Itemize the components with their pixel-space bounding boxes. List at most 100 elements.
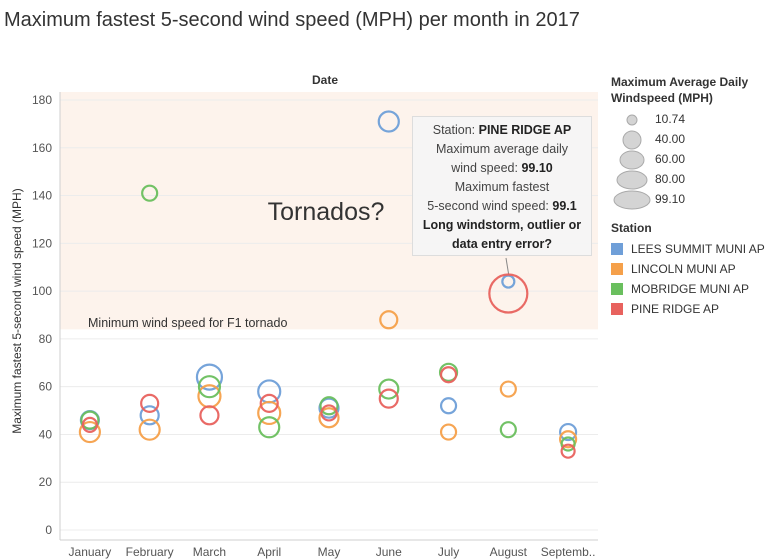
size-legend-swatch: [626, 114, 638, 126]
station-legend-item[interactable]: LEES SUMMIT MUNI AP: [611, 239, 767, 258]
data-point: [439, 423, 458, 441]
data-point: [378, 388, 399, 409]
data-point: [560, 436, 576, 452]
size-legend-swatch: [616, 170, 648, 190]
data-point: [499, 421, 517, 439]
data-point: [559, 422, 578, 442]
data-point: [78, 420, 101, 444]
size-legend-label: 80.00: [655, 172, 686, 186]
data-point: [140, 393, 160, 413]
data-point: [197, 375, 222, 399]
station-legend-label: MOBRIDGE MUNI AP: [631, 281, 750, 296]
chart-title: Maximum fastest 5-second wind speed (MPH…: [4, 9, 580, 31]
y-tick-label: 60: [39, 380, 53, 394]
data-point: [195, 363, 224, 391]
size-legend-swatch: [622, 130, 642, 150]
size-legend-label: 60.00: [655, 152, 686, 166]
y-tick-label: 40: [39, 427, 53, 441]
size-legend-item: 80.00: [611, 170, 767, 190]
size-legend-label: 10.74: [655, 112, 686, 126]
tooltip-note-2: data entry error?: [451, 237, 553, 251]
y-tick-label: 180: [32, 93, 52, 107]
data-point: [378, 378, 400, 400]
x-tick-label: June: [376, 545, 402, 559]
data-point: [379, 310, 399, 330]
station-swatch: [611, 282, 623, 295]
station-legend-label: LINCOLN MUNI AP: [631, 261, 736, 276]
x-tick-label: April: [257, 545, 281, 559]
size-legend-item: 60.00: [611, 150, 767, 170]
y-tick-label: 120: [32, 236, 52, 250]
size-legend-circle: [619, 150, 645, 170]
tooltip-station-value: PINE RIDGE AP: [478, 123, 572, 137]
tooltip-avg-label-2: wind speed:: [451, 161, 518, 175]
station-swatch: [611, 242, 623, 255]
tooltip-avg-value: 99.10: [521, 161, 553, 175]
data-point: [488, 273, 529, 314]
data-point: [80, 410, 100, 430]
x-tick-label: May: [318, 545, 341, 559]
tooltip-max-label-1: Maximum fastest: [454, 180, 550, 194]
data-point: [439, 366, 458, 384]
data-point: [258, 416, 281, 439]
data-point: [560, 443, 576, 459]
tooltip-note-1: Long windstorm, outlier or: [422, 218, 582, 232]
y-tick-label: 0: [45, 523, 52, 537]
data-point: [199, 405, 220, 426]
data-point: [319, 396, 339, 416]
station-swatch: [611, 302, 623, 315]
data-point: [438, 362, 459, 382]
tooltip-annotation: Station: PINE RIDGE AP Maximum average d…: [412, 116, 592, 256]
x-tick-label: January: [69, 545, 112, 559]
tornados-annotation: Tornados?: [268, 198, 385, 226]
data-point: [318, 407, 340, 429]
size-legend-label: 99.10: [655, 192, 686, 206]
y-tick-label: 100: [32, 284, 52, 298]
data-point: [139, 405, 160, 426]
size-legend-swatch: [619, 150, 645, 170]
tooltip-station-label: Station:: [432, 123, 476, 137]
tooltip-max-label-2: 5-second wind speed:: [427, 199, 549, 213]
y-tick-label: 20: [39, 475, 53, 489]
data-point: [257, 400, 282, 426]
data-point: [318, 397, 340, 419]
size-legend-label: 40.00: [655, 132, 686, 146]
size-legend-circle: [613, 190, 651, 210]
y-tick-label: 160: [32, 141, 52, 155]
data-point: [377, 110, 400, 133]
size-legend-circle: [626, 114, 638, 126]
x-tick-label: March: [193, 545, 226, 559]
size-legend-circle: [622, 130, 642, 150]
station-legend-label: LEES SUMMIT MUNI AP: [631, 241, 765, 256]
legend: Maximum Average Daily Windspeed (MPH) 10…: [611, 74, 767, 318]
color-legend-title: Station: [611, 221, 652, 235]
data-point: [138, 418, 161, 441]
data-point: [259, 393, 279, 413]
station-legend-label: PINE RIDGE AP: [631, 301, 720, 316]
y-axis-title: Maximum fastest 5-second wind speed (MPH…: [10, 188, 24, 433]
station-legend-item[interactable]: LINCOLN MUNI AP: [611, 259, 767, 278]
station-legend-item[interactable]: MOBRIDGE MUNI AP: [611, 279, 767, 298]
y-tick-label: 80: [39, 332, 53, 346]
x-tick-label: Septemb..: [541, 545, 596, 559]
size-legend-title: Maximum Average Daily Windspeed (MPH): [611, 75, 749, 105]
f1-tornado-label: Minimum wind speed for F1 tornado: [88, 316, 287, 330]
data-point: [81, 416, 98, 433]
station-legend-item[interactable]: PINE RIDGE AP: [611, 299, 767, 318]
data-point: [439, 397, 458, 415]
size-legend-swatch: [613, 190, 651, 210]
data-point: [499, 380, 517, 398]
station-swatch: [611, 262, 623, 275]
data-point: [559, 430, 578, 449]
size-legend-item: 99.10: [611, 190, 767, 210]
size-legend-circle: [616, 170, 648, 190]
x-tick-label: August: [490, 545, 528, 559]
tooltip-avg-label-1: Maximum average daily: [436, 142, 568, 156]
size-legend-item: 10.74: [611, 110, 767, 130]
y-tick-label: 140: [32, 189, 52, 203]
size-legend-item: 40.00: [611, 130, 767, 150]
data-point: [141, 184, 159, 202]
data-point: [320, 404, 338, 422]
tooltip-max-value: 99.1: [552, 199, 577, 213]
x-axis-title: Date: [312, 73, 338, 87]
